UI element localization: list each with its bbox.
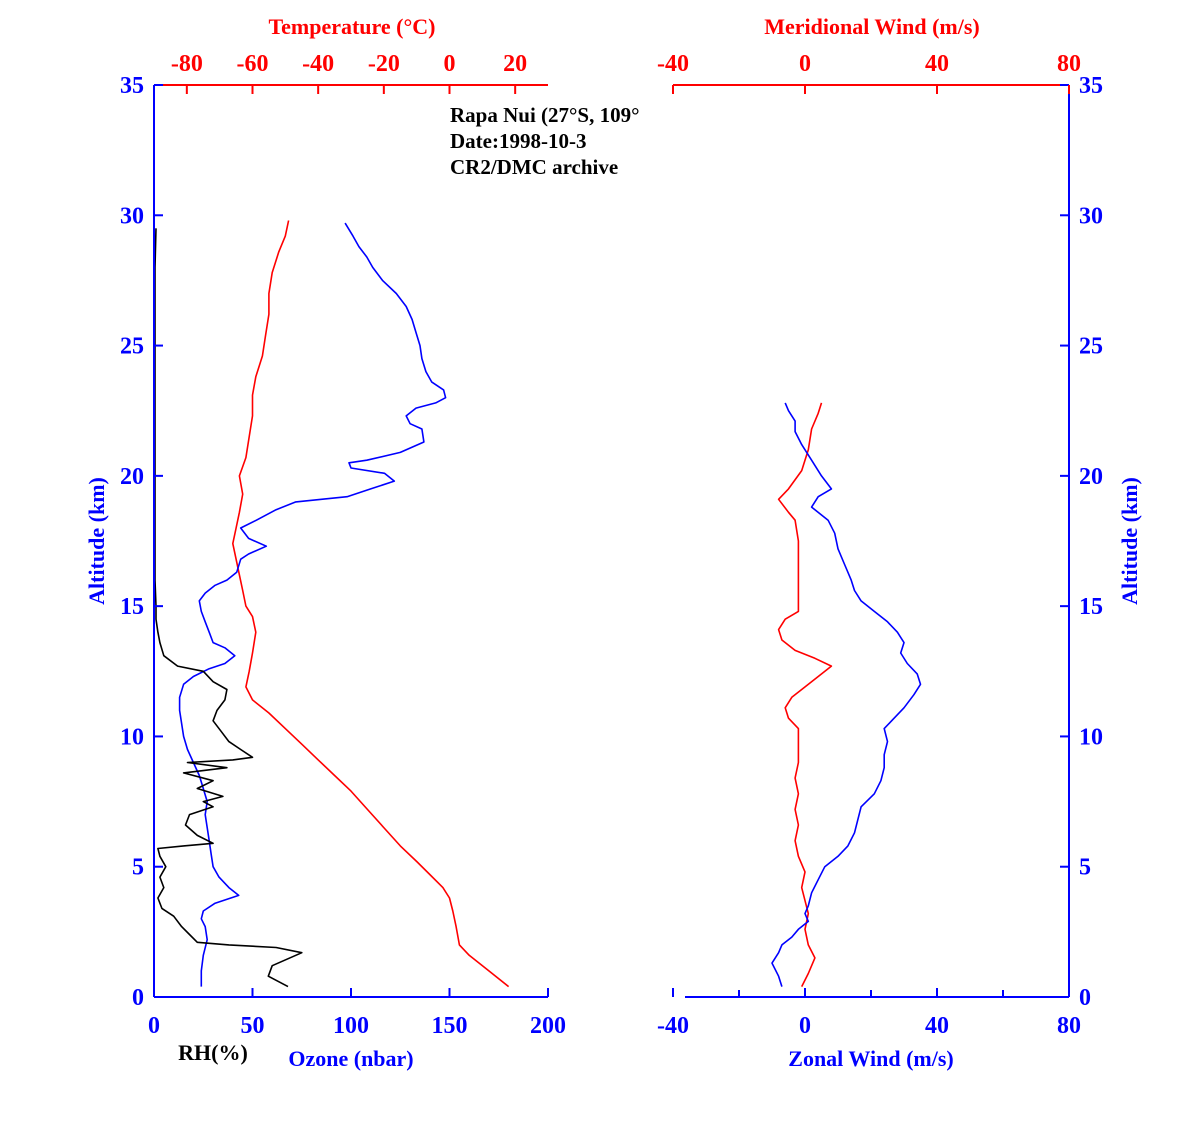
right-top-tick-label: 80 — [1057, 51, 1081, 77]
zonal-axis-label: Zonal Wind (m/s) — [788, 1046, 953, 1071]
annotation-line-1: Rapa Nui (27°S, 109° — [450, 103, 640, 127]
annotation-line-3: CR2/DMC archive — [450, 155, 618, 179]
right-panel: 0 5 10 15 20 25 30 35 -40 0 40 80 -40 0 40 80 Meridio… — [657, 14, 1142, 1071]
left-top-ticks: -80 -60 -40 -20 0 20 — [171, 51, 527, 94]
meridional-wind-m-s-profile-line — [777, 402, 833, 987]
right-y-tick-label: 20 — [1079, 464, 1103, 490]
left-top-tick-label: 0 — [444, 51, 456, 77]
left-bottom-tick-label: 100 — [333, 1013, 369, 1039]
right-bottom-tick-label: 80 — [1057, 1013, 1081, 1039]
right-y-tick-label: 0 — [1079, 985, 1091, 1011]
right-bottom-tick-label: -40 — [657, 1013, 689, 1039]
zonal-wind-m-s-profile-line — [771, 402, 922, 987]
ozone-nbar-profile-line — [178, 222, 447, 987]
left-y-tick-label: 5 — [132, 855, 144, 881]
temperature-c-profile-line — [232, 220, 510, 988]
right-y-tick-label: 30 — [1079, 203, 1103, 229]
right-y-tick-label: 35 — [1079, 73, 1103, 99]
left-y-tick-label: 15 — [120, 594, 144, 620]
left-top-tick-label: -80 — [171, 51, 203, 77]
station-annotation: Rapa Nui (27°S, 109° Date:1998-10-3 CR2/… — [450, 103, 640, 179]
left-bottom-tick-label: 50 — [241, 1013, 265, 1039]
right-bottom-tick-label: 40 — [925, 1013, 949, 1039]
right-top-tick-label: 40 — [925, 51, 949, 77]
right-y-tick-label: 5 — [1079, 855, 1091, 881]
left-altitude-label: Altitude (km) — [84, 477, 109, 605]
ozone-axis-label: Ozone (nbar) — [288, 1046, 413, 1071]
left-y-tick-label: 25 — [120, 334, 144, 360]
left-top-tick-label: -20 — [368, 51, 400, 77]
temperature-axis-label: Temperature (°C) — [268, 14, 435, 39]
rh-profile-line — [154, 228, 303, 988]
right-panel-series — [771, 402, 922, 987]
right-top-tick-label: -40 — [657, 51, 689, 77]
left-top-tick-label: 20 — [503, 51, 527, 77]
right-y-tick-label: 10 — [1079, 724, 1103, 750]
right-bottom-tick-label: 0 — [799, 1013, 811, 1039]
right-y-ticks: 0 5 10 15 20 25 30 35 — [1060, 73, 1103, 1011]
meridional-axis-label: Meridional Wind (m/s) — [764, 14, 980, 39]
left-y-ticks: 0 5 10 15 20 25 30 35 — [120, 73, 163, 1011]
left-y-tick-label: 30 — [120, 203, 144, 229]
left-panel-series — [154, 220, 510, 988]
left-bottom-tick-label: 150 — [432, 1013, 468, 1039]
left-y-tick-label: 0 — [132, 985, 144, 1011]
annotation-line-2: Date:1998-10-3 — [450, 129, 586, 153]
right-bottom-ticks: -40 0 40 80 — [657, 988, 1081, 1039]
left-top-tick-label: -60 — [237, 51, 269, 77]
right-y-tick-label: 15 — [1079, 594, 1103, 620]
left-y-tick-label: 10 — [120, 724, 144, 750]
right-top-tick-label: 0 — [799, 51, 811, 77]
right-top-ticks: -40 0 40 80 — [657, 51, 1081, 94]
left-bottom-tick-label: 200 — [530, 1013, 566, 1039]
rh-axis-label: RH(%) — [178, 1040, 248, 1065]
left-top-tick-label: -40 — [302, 51, 334, 77]
left-y-tick-label: 35 — [120, 73, 144, 99]
left-bottom-ticks: 0 50 100 150 200 — [148, 988, 566, 1039]
right-y-tick-label: 25 — [1079, 334, 1103, 360]
left-bottom-tick-label: 0 — [148, 1013, 160, 1039]
left-y-tick-label: 20 — [120, 464, 144, 490]
right-altitude-label: Altitude (km) — [1117, 477, 1142, 605]
